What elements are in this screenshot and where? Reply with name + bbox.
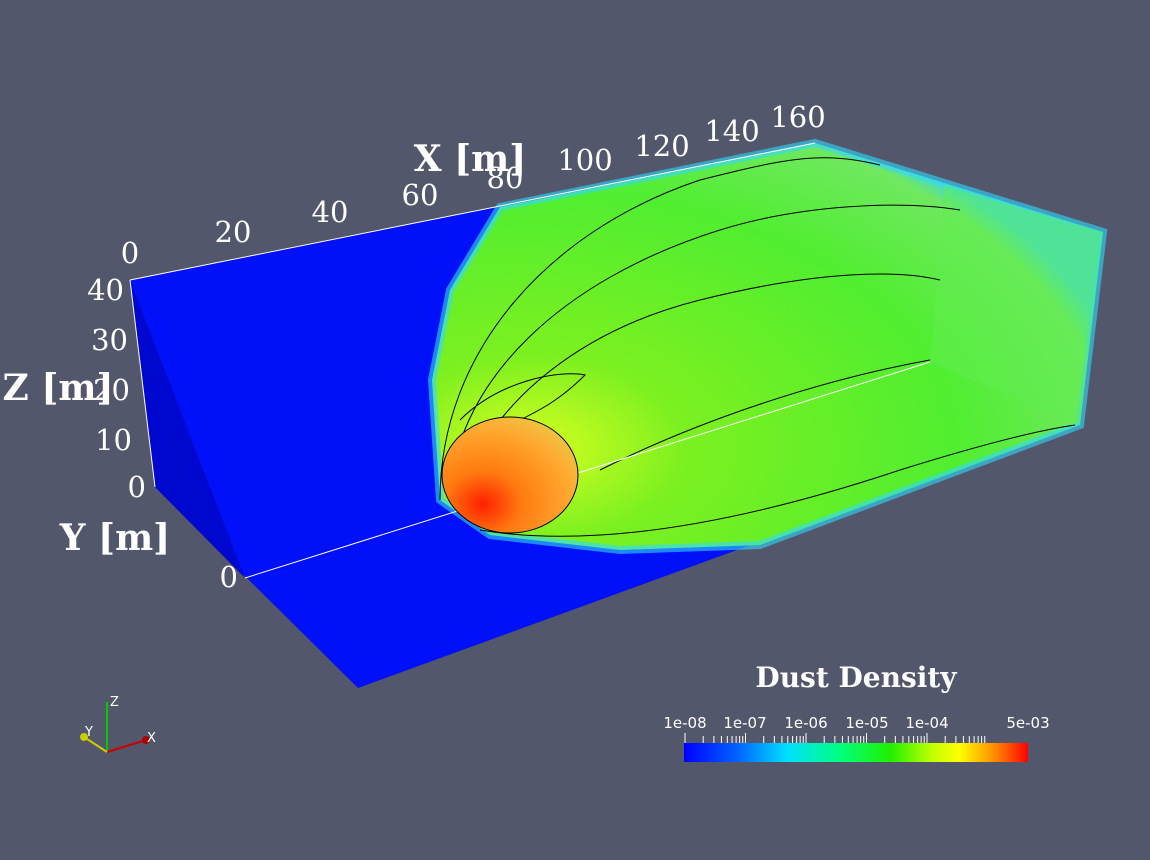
x-tick-label: 80 [487, 161, 524, 195]
x-tick-label: 0 [121, 236, 139, 270]
x-ticks: 0 20 40 60 80 100 120 140 160 [121, 100, 826, 270]
orient-z-label: Z [110, 695, 119, 710]
z-axis-title: Z [m] [3, 367, 114, 409]
x-tick-label: 140 [704, 114, 759, 148]
z-axis-line [129, 279, 156, 488]
x-tick-label: 100 [557, 143, 612, 177]
colorbar-label: 1e-05 [845, 714, 888, 732]
z-ticks: 40 30 20 10 0 [87, 273, 146, 504]
z-tick-label: 20 [93, 373, 130, 407]
z-tick-label: 0 [128, 470, 146, 504]
y-axis-title: Y [m] [59, 517, 170, 559]
colorbar-label: 1e-06 [784, 714, 827, 732]
x-axis-line [129, 142, 816, 281]
floor-line [244, 361, 931, 579]
x-tick-label: 160 [770, 100, 825, 134]
orient-y-label: Y [84, 725, 93, 740]
orient-x-tip [142, 736, 150, 744]
x-tick-label: 20 [215, 215, 252, 249]
x-axis-title: X [m] [414, 138, 527, 180]
x-tick-label: 120 [634, 129, 689, 163]
colorbar-label: 5e-03 [1006, 714, 1049, 732]
x-tick-label: 60 [402, 178, 439, 212]
y-tick-label: 0 [220, 560, 238, 594]
z-tick-label: 30 [91, 323, 128, 357]
z-tick-label: 10 [95, 423, 132, 457]
orient-y-tip [80, 733, 88, 741]
colorbar [684, 743, 1028, 762]
contours [439, 157, 1076, 537]
colorbar-label: 1e-08 [663, 714, 706, 732]
back-face [930, 185, 1103, 425]
orient-x [106, 739, 147, 753]
colorbar-label: 1e-07 [723, 714, 766, 732]
x-tick-label: 40 [312, 195, 349, 229]
orient-y [83, 736, 108, 753]
orient-x-label: X [147, 731, 156, 746]
sphere [441, 416, 579, 534]
colorbar-ticks: 1e-08 1e-07 1e-06 1e-05 1e-04 5e-03 [663, 714, 1050, 743]
colorbar-title: Dust Density [755, 661, 957, 694]
colorbar-label: 1e-04 [905, 714, 948, 732]
z-tick-label: 40 [87, 273, 124, 307]
dust-plume [427, 138, 1108, 555]
side-face [130, 280, 245, 578]
